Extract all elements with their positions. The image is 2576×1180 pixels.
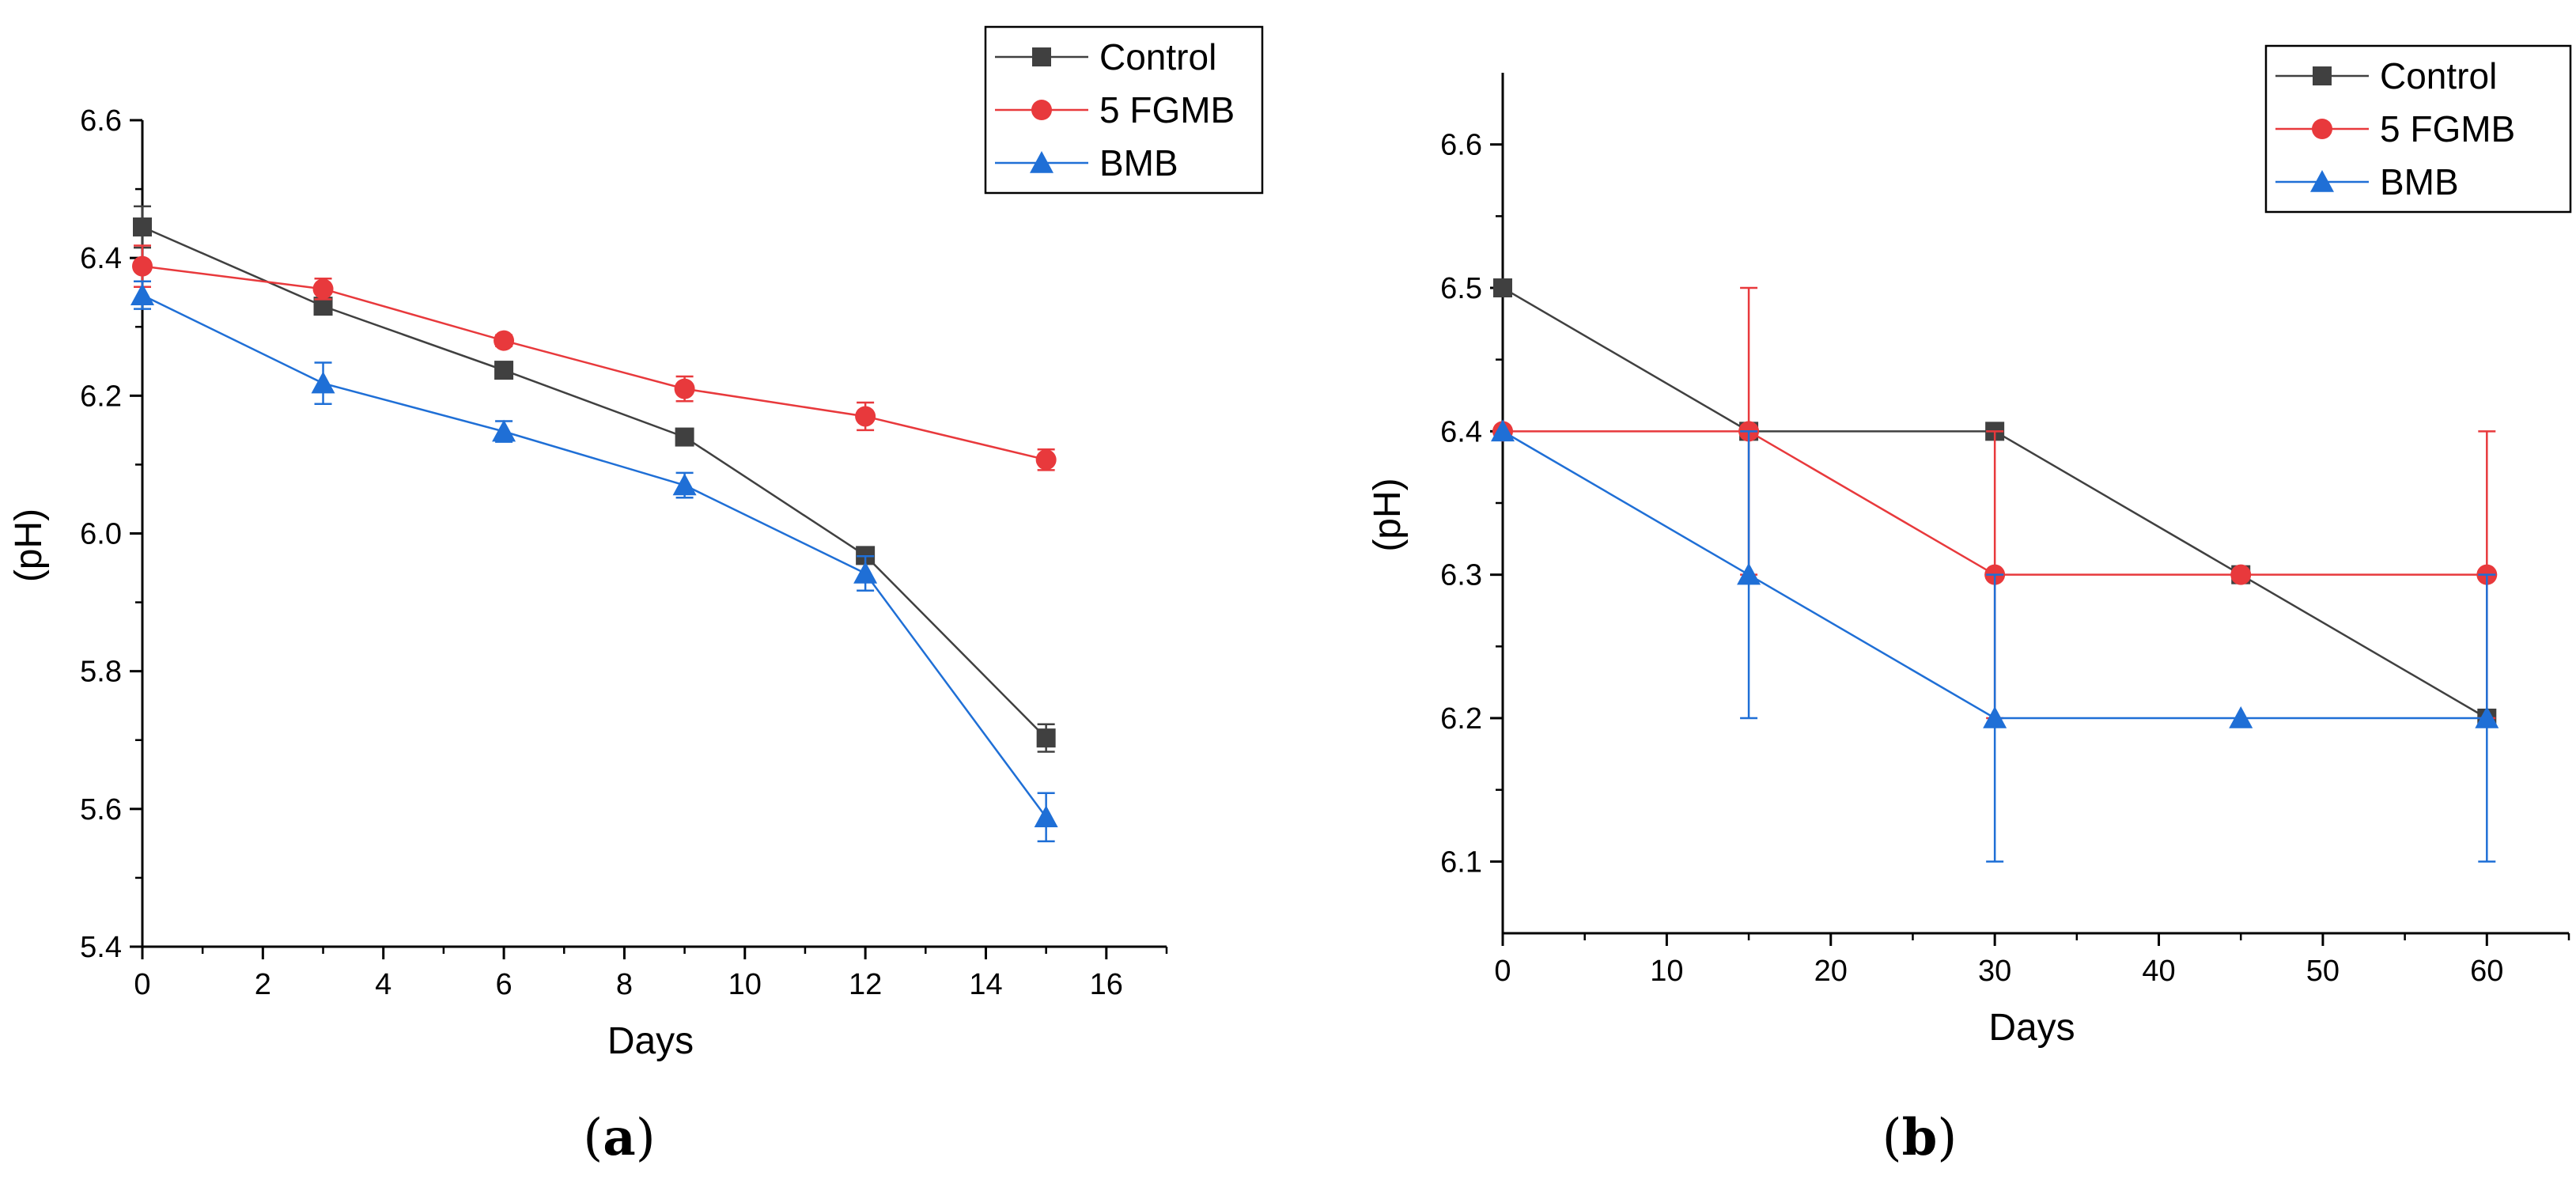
y-tick-label: 5.8 [80, 656, 122, 689]
series-line [142, 225, 1047, 739]
series-bmb [131, 280, 1058, 843]
y-tick-label: 6.4 [1440, 415, 1482, 448]
x-tick-label: 30 [1978, 955, 2011, 988]
legend: Control 5 FGMB BMB [984, 25, 1264, 195]
legend-label: 5 FGMB [2380, 108, 2515, 149]
x-tick-label: 10 [728, 968, 762, 1001]
y-tick-label: 6.3 [1440, 559, 1482, 592]
data-point-square [133, 217, 152, 236]
data-point-circle [1035, 449, 1057, 471]
legend-label: BMB [2380, 161, 2459, 202]
y-tick-label: 6.6 [1440, 129, 1482, 162]
series-line [142, 294, 1047, 819]
y-axis-title: (pH) [8, 509, 50, 582]
data-point-triangle [2475, 706, 2499, 728]
x-tick-label: 60 [2470, 955, 2503, 988]
y-tick-label: 5.6 [80, 793, 122, 826]
panel-caption: (b) [1882, 1108, 1958, 1167]
legend-label: BMB [1099, 142, 1178, 183]
x-tick-label: 8 [616, 968, 633, 1001]
panel-caption-letter: b [1902, 1108, 1938, 1167]
data-point-square [1493, 278, 1512, 297]
y-tick-label: 6.0 [80, 518, 122, 551]
data-point-circle [855, 406, 876, 427]
y-tick-label: 6.5 [1440, 272, 1482, 305]
y-tick-label: 5.4 [80, 931, 122, 964]
x-tick-label: 2 [255, 968, 271, 1001]
legend-label: Control [1099, 36, 1216, 78]
legend-label: Control [2380, 55, 2497, 96]
series-5-fgmb [132, 244, 1057, 471]
y-tick-label: 6.4 [80, 242, 122, 275]
x-tick-label: 40 [2142, 955, 2175, 988]
data-point-triangle [1983, 706, 2007, 728]
data-point-square [494, 361, 514, 380]
y-tick-label: 6.6 [80, 104, 122, 138]
panel-caption: (a) [583, 1108, 655, 1167]
legend-marker-square [2313, 66, 2332, 85]
x-tick-label: 0 [1494, 955, 1511, 988]
y-tick-label: 6.1 [1440, 845, 1482, 879]
x-tick-label: 50 [2306, 955, 2340, 988]
data-point-triangle [1034, 805, 1058, 828]
data-point-triangle [311, 371, 335, 394]
data-point-triangle [2229, 706, 2253, 728]
x-tick-label: 20 [1814, 955, 1848, 988]
legend-marker-triangle [2310, 170, 2334, 192]
legend-marker-circle [2312, 119, 2332, 139]
data-point-triangle [672, 473, 697, 496]
series-control [133, 205, 1056, 753]
legend-marker-circle [1031, 100, 1052, 120]
data-point-square [1036, 728, 1056, 748]
x-tick-label: 16 [1090, 968, 1123, 1001]
legend-label: 5 FGMB [1099, 89, 1235, 130]
legend-marker-square [1032, 47, 1051, 66]
x-tick-label: 4 [375, 968, 392, 1001]
data-point-circle [494, 330, 515, 351]
data-point-circle [2230, 564, 2252, 585]
chart-panel-a: 0 2 4 6 8 10 12 14 16 5.4 5.6 5.8 6.0 6.2 6.4 6.6 Days (p… [8, 25, 1264, 1167]
data-point-circle [674, 378, 695, 399]
x-axis-title: Days [1988, 1007, 2075, 1049]
x-tick-label: 10 [1650, 955, 1683, 988]
legend-marker-triangle [1030, 151, 1053, 173]
x-tick-label: 14 [969, 968, 1002, 1001]
series-bmb [1491, 419, 2499, 863]
y-tick-label: 6.2 [80, 380, 122, 413]
data-point-triangle [853, 562, 878, 584]
data-point-triangle [1737, 562, 1761, 585]
x-tick-label: 6 [495, 968, 512, 1001]
x-tick-label: 12 [849, 968, 882, 1001]
data-point-triangle [1491, 419, 1515, 442]
x-tick-label: 0 [134, 968, 150, 1001]
data-point-triangle [131, 283, 154, 305]
data-point-square [675, 427, 694, 447]
data-point-circle [312, 278, 334, 300]
panel-caption-letter: a [603, 1108, 635, 1167]
legend: Control 5 FGMB BMB [2264, 44, 2572, 214]
y-axis-title: (pH) [1367, 478, 1409, 551]
chart-panel-b: 0 10 20 30 40 50 60 6.1 6.2 6.3 6.4 6.5 6.6 Days (pH) C… [1367, 44, 2572, 1167]
data-point-triangle [492, 419, 516, 442]
data-point-circle [132, 255, 153, 277]
y-tick-label: 6.2 [1440, 702, 1482, 736]
series-line [142, 265, 1046, 461]
x-axis-title: Days [607, 1020, 694, 1062]
